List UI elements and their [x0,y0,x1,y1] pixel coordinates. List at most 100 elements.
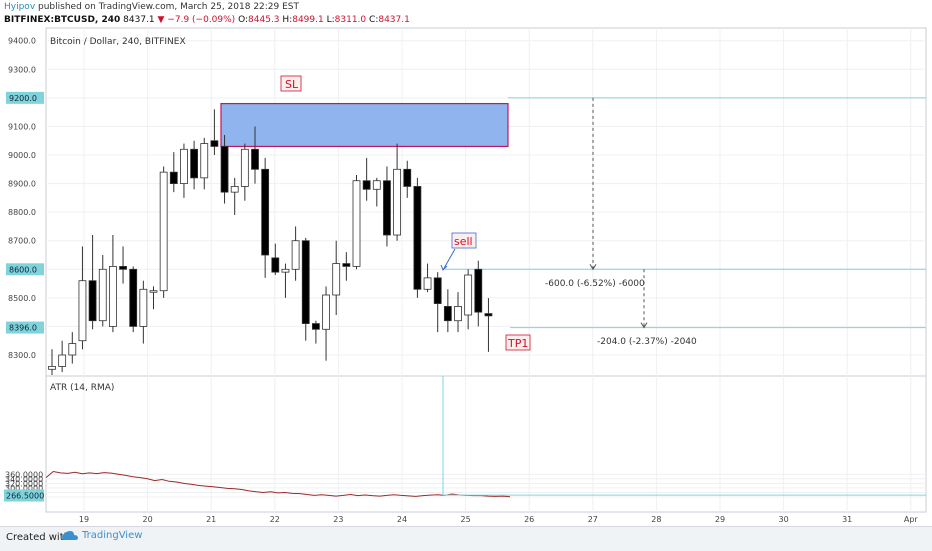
time-tick-label: 25 [461,515,471,524]
price-tick-label: 8700.0 [8,237,36,246]
grid [45,27,927,513]
price-level-label: 9200.0 [9,94,37,103]
atr-axis[interactable]: 280.0000300.0000320.0000340.0000360.0000… [4,470,44,502]
bull-candle [58,354,67,367]
ohlc-high-label: H: [282,15,293,25]
price-level-tag [6,321,44,334]
author-link[interactable]: Hyipov [4,2,36,12]
price-tick-label: 8900.0 [8,180,36,189]
price-tick-label: 8800.0 [8,208,36,217]
bear-candle [271,257,280,273]
bull-candle [240,148,249,187]
sl-label: SL [285,78,299,91]
bear-candle [362,180,371,190]
atr-tick-label: 340.0000 [5,475,43,484]
chart-canvas[interactable]: 8300.08400.08500.08700.08800.08900.09000… [0,0,932,526]
time-tick-label: 20 [143,515,153,524]
publish-info: published on TradingView.com, March 25, … [38,2,300,12]
bull-candle [372,180,381,190]
atr-line [45,470,511,498]
level-lines [220,97,926,329]
upper-measure-arrow [589,264,597,271]
bull-candle [454,306,462,322]
price-tick-label: 9400.0 [8,37,36,46]
atr-pane-frame [45,375,927,513]
bear-candle [220,146,229,193]
candles [48,109,493,375]
sell-label: sell [454,235,473,248]
bull-candle [78,280,87,342]
ohlc-low: 8311.0 [334,15,367,25]
price-tick-label: 9300.0 [8,65,36,74]
bull-candle [464,274,473,316]
bear-candle [190,148,199,179]
bull-candle [291,240,300,270]
price-tick-label: 9100.0 [8,122,36,131]
price-axis[interactable]: 8300.08400.08500.08700.08800.08900.09000… [6,37,44,360]
time-axis[interactable]: 19 20 21 22 23 24 25 26 27 28 29 30 31 Apr [79,515,919,524]
bear-candle [383,180,391,236]
sell-arrow-head [440,264,448,271]
stop-loss-zone [220,102,509,148]
last-price: 8437.1 [123,15,155,25]
bull-candle [322,294,330,330]
price-tick-label: 8300.0 [8,351,36,360]
measure-upper-label: -600.0 (-6.52%) -6000 [545,279,645,289]
time-tick-label: 19 [79,515,89,524]
atr-tick-label: 320.0000 [5,479,43,488]
atr-tick-label: 360.0000 [5,470,43,479]
bear-candle [261,168,270,256]
time-tick-label: 30 [779,515,789,524]
time-tick-label: 21 [206,515,216,524]
bull-candle [180,148,188,184]
bear-candle [433,277,442,304]
bull-candle [68,343,77,356]
ohlc-high: 8499.1 [292,15,324,25]
price-level-label: 8396.0 [9,324,37,333]
bull-candle [332,263,341,296]
bear-candle [129,268,138,327]
bear-candle [119,266,127,270]
bull-candle [98,268,107,322]
sell-arrow [442,248,456,271]
lower-measure-arrow [640,322,648,329]
sl-label-box [280,75,302,92]
bull-candle [200,143,209,179]
bear-candle [413,186,422,290]
bull-candle [159,171,168,292]
symbol-name: BITFINEX:BTCUSD, 240 [4,15,121,25]
footer: Created with TradingView [0,526,932,551]
footer-created: Created with [6,532,70,543]
bear-candle [210,140,219,147]
bear-candle [484,313,493,317]
annotations: SL sell TP1 -600.0 (-6.52%) -6000 -204.0 (-2… [280,75,697,351]
price-level-tag [6,91,44,104]
bull-candle [48,366,56,370]
cloud-icon [62,530,78,540]
time-tick-label: 24 [397,515,407,524]
tradingview-logo[interactable]: TradingView [62,530,142,541]
bull-candle [230,186,239,193]
time-tick-label: 26 [524,515,534,524]
bull-candle [352,180,361,267]
time-tick-label: 29 [715,515,725,524]
price-level-label: 8600.0 [9,265,37,274]
time-tick-label: 31 [842,515,852,524]
bear-candle [474,268,483,313]
bear-candle [88,280,97,322]
time-tick-label: Apr [904,515,919,524]
bull-candle [281,268,290,273]
atr-level-label: 266.5000 [6,492,44,501]
brand-name: TradingView [82,530,143,541]
bull-candle [393,168,402,236]
indicator-title: ATR (14, RMA) [50,383,114,393]
bear-candle [311,323,320,330]
bear-candle [342,263,351,267]
bear-candle [443,306,452,322]
pane-title: Bitcoin / Dollar, 240, BITFINEX [50,37,186,47]
price-tick-label: 8500.0 [8,294,36,303]
price-change: −7.9 (−0.09%) [167,15,236,25]
ohlc-open: 8445.3 [248,15,280,25]
bear-candle [169,171,178,184]
price-tick-label: 9000.0 [8,151,36,160]
